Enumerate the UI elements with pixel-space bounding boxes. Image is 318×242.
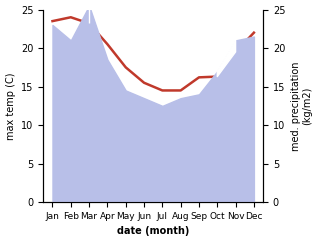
Y-axis label: med. precipitation
(kg/m2): med. precipitation (kg/m2) [291, 61, 313, 151]
Y-axis label: max temp (C): max temp (C) [5, 72, 16, 140]
X-axis label: date (month): date (month) [117, 227, 190, 236]
